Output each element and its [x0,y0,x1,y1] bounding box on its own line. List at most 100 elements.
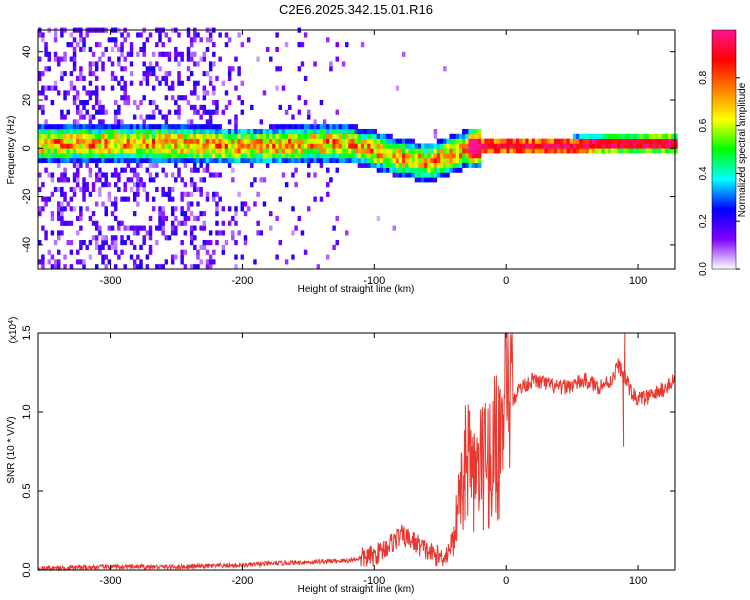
spectrogram-cell [493,148,498,154]
spectrogram-cell [104,177,108,183]
spectrogram-cell [240,128,245,135]
spectrogram-cell [82,191,86,197]
spectrogram-cell [183,128,188,135]
spectrogram-cell [234,128,238,135]
spectrogram-cell [234,220,238,226]
spectrogram-cell [139,46,143,53]
spectrogram-cell [297,157,302,164]
spectrogram-cell [212,196,216,202]
spectrogram-cell [110,37,115,43]
spectrogram-cell [303,153,308,159]
spectrogram-cell [164,259,169,265]
spectrogram-cell [123,148,127,154]
spectrogram-x-label: Height of straight line (km) [298,284,415,295]
spectrogram-cell [85,186,89,193]
spectrogram-cell [79,114,83,120]
spectrogram-cell [449,153,453,159]
spectrogram-cell [484,143,488,149]
spectrogram-cell [398,148,403,154]
spectrogram-cell [411,138,415,144]
spectrogram-cell [63,51,67,57]
spectrogram-cell [433,148,438,154]
spectrogram-cell [512,143,517,149]
spectrogram-cell [373,128,377,135]
spectrogram-cell [126,153,131,159]
spectrogram-cell [240,109,245,115]
spectrogram-cell [72,85,77,91]
spectrogram-cell [199,157,203,164]
spectrogram-cell [303,32,308,38]
spectrogram-cell [167,157,172,164]
spectrogram-cell [462,157,466,164]
spectrogram-cell [148,124,153,130]
spectrogram-cell [417,153,422,159]
spectrogram-cell [53,143,58,149]
spectrogram-cell [231,167,235,173]
spectrogram-cell [151,100,156,106]
spectrogram-cell [379,153,384,159]
spectrogram-cell [50,128,55,135]
spectrogram-cell [291,172,295,178]
spectrogram-cell [269,128,273,135]
spectrogram-cell [82,157,86,164]
spectrogram-cell [60,128,64,135]
spectrogram-cell [297,66,302,72]
spectrogram-cell [193,124,197,130]
spectrogram-cell [332,128,336,135]
spectrogram-cell [319,124,324,130]
spectrogram-cell [379,143,384,149]
spectrogram-cell [139,182,143,188]
spectrogram-cell [300,42,305,48]
spectrogram-cell [113,148,118,154]
spectrogram-cell [132,157,137,164]
spectrogram-cell [148,66,153,72]
spectrogram-cell [598,138,602,144]
spectrogram-cell [591,148,596,154]
spectrogram-cell [189,138,194,144]
spectrogram-cell [139,244,143,250]
spectrogram-cell [41,90,45,96]
spectrogram-cell [60,114,64,120]
spectrogram-cell [151,71,156,77]
spectrogram-cell [82,85,86,91]
spectrogram-cell [395,138,400,144]
spectrogram-cell [139,157,143,164]
spectrogram-cell [136,201,140,207]
spectrogram-cell [389,162,393,168]
spectrogram-cell [82,128,86,135]
spectrogram-cell [75,148,80,154]
spectrogram-cell [341,138,346,144]
spectrogram-cell [44,235,48,241]
spectrogram-cell [348,124,352,130]
spectrogram-cell [94,240,99,246]
spectrogram-cell [161,191,165,197]
spectrogram-cell [79,109,83,115]
spectrogram-cell [212,157,216,164]
spectrogram-cell [129,138,134,144]
spectrogram-cell [313,133,317,139]
spectrogram-cell [303,148,308,154]
spectrogram-cell [408,148,412,154]
spectrogram-cell [101,143,105,149]
spectrogram-cell [132,128,137,135]
spectrogram-cell [250,138,254,144]
spectrogram-cell [246,138,251,144]
spectrogram-cell [199,133,203,139]
spectrogram-cell [398,138,403,144]
spectrogram-cell [174,133,178,139]
spectrogram-cell [433,153,438,159]
spectrogram-cell [142,182,146,188]
spectrogram-cell [208,124,213,130]
spectrogram-cell [402,51,406,57]
spectrogram-cell [199,186,203,193]
spectrogram-cell [329,143,333,149]
spectrogram-cell [98,167,102,173]
spectrogram-cell [313,148,317,154]
spectrogram-cell [231,148,235,154]
spectrogram-cell [47,133,51,139]
spectrogram-cell [101,104,105,110]
spectrogram-cell [91,211,96,217]
spectrogram-cell [41,85,45,91]
spectrogram-cell [443,66,447,72]
spectrogram-cell [158,32,162,38]
